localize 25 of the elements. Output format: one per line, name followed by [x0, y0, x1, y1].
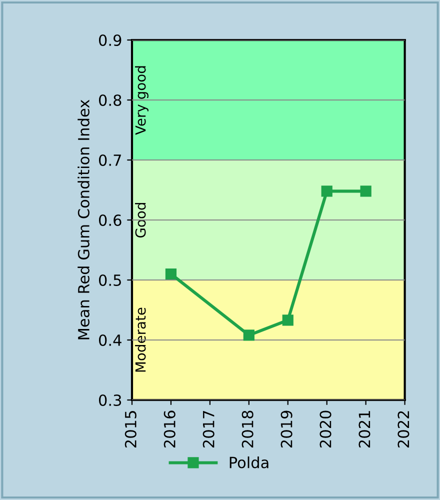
x-tick-label: 2018 — [242, 410, 254, 448]
band-label: Very good — [135, 66, 148, 135]
x-tick-label: 2016 — [164, 410, 176, 448]
y-tick-label: 0.3 — [98, 394, 122, 406]
y-tick-label: 0.5 — [98, 274, 121, 286]
x-tick-label: 2015 — [124, 411, 136, 448]
band-label: Moderate — [135, 308, 146, 372]
y-tick-label: 0.9 — [98, 34, 122, 46]
point — [321, 186, 332, 197]
y-tick-label: 0.8 — [98, 94, 122, 106]
x-tick-label: 2017 — [202, 411, 214, 448]
legend-label: Polda — [230, 456, 268, 468]
point — [165, 268, 177, 280]
x-tick-label: 2021 — [358, 411, 370, 448]
x-tick-label: 2022 — [398, 411, 410, 448]
x-tick-label: 2019 — [280, 410, 292, 448]
y-tick-label: 0.4 — [98, 334, 122, 346]
y-tick-label: 0.6 — [98, 214, 122, 226]
band-label: Good — [135, 202, 146, 238]
y-tick-label: 0.7 — [98, 154, 121, 166]
point — [360, 186, 372, 197]
point — [243, 330, 254, 341]
x-tick-label: 2020 — [320, 410, 332, 448]
point — [282, 314, 294, 326]
y-axis-title: Mean Red Gum Condition Index — [78, 100, 90, 340]
